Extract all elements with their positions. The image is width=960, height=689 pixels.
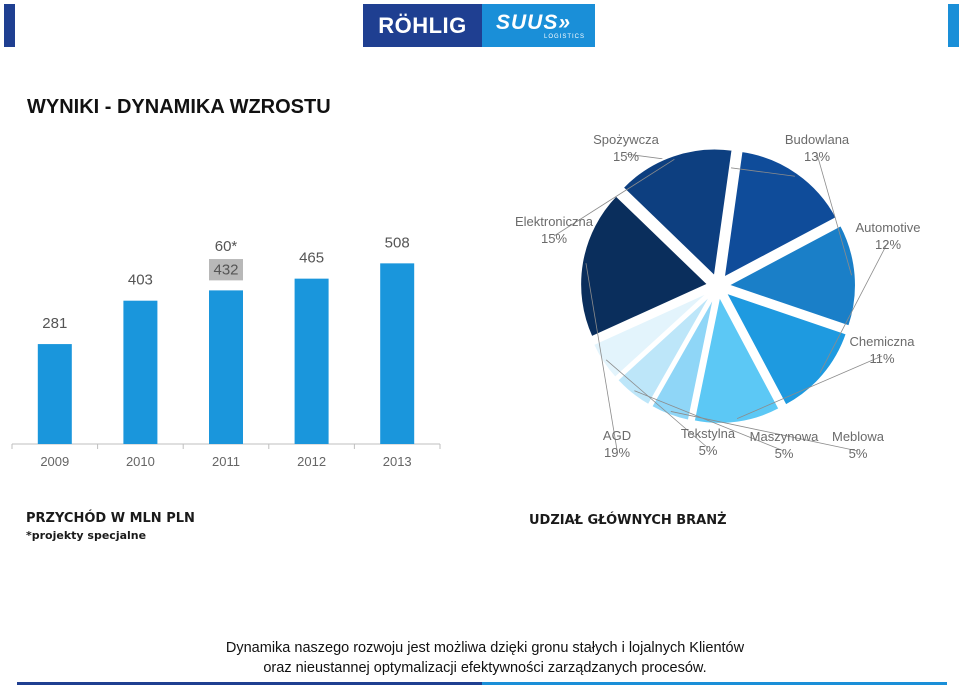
footer-line-1: Dynamika naszego rozwoju jest możliwa dz…: [225, 640, 745, 656]
logo-suus-subtext: LOGISTICS: [544, 34, 586, 40]
bar-chart-title: PRZYCHÓD W MLN PLN: [26, 511, 195, 526]
footer-stripe: [17, 682, 947, 685]
bar-special-2011: [209, 259, 243, 281]
pie-leader-line: [819, 241, 889, 374]
footer-statement: Dynamika naszego rozwoju jest możliwa dz…: [0, 638, 960, 678]
pie-name-label-tekstylna: Tekstylna: [681, 426, 736, 441]
bar-tick-label-2010: 2010: [126, 454, 155, 469]
pie-value-label-automotive: 12%: [875, 237, 901, 252]
pie-value-label-elektroniczna: 15%: [541, 231, 567, 246]
pie-name-label-agd: AGD: [603, 428, 631, 443]
pie-leader-line: [553, 158, 675, 237]
logo-chevron-mark: »: [558, 11, 572, 34]
pie-value-label-maszynowa: 5%: [775, 446, 794, 461]
pie-leader-line: [605, 359, 709, 449]
pie-value-label-meblowa: 5%: [849, 446, 868, 461]
pie-name-label-maszynowa: Maszynowa: [750, 429, 819, 444]
footer-line-2: oraz nieustannej optymalizacji efektywno…: [263, 660, 707, 676]
bar-data-label-2012: 465: [299, 250, 324, 267]
pie-slice-maszynowa: [615, 293, 713, 407]
bar-2012: [294, 278, 329, 444]
revenue-bar-chart: 281 2009 403 2010 60* 432 2011 465 2012 508 2013: [11, 234, 441, 469]
pie-name-label-spożywcza: Spożywcza: [593, 132, 660, 147]
pie-value-label-spożywcza: 15%: [613, 149, 639, 164]
pie-name-label-meblowa: Meblowa: [832, 429, 885, 444]
bar-data-label-2010: 403: [128, 272, 153, 289]
bar-data-label-2011: 432: [213, 261, 238, 278]
pie-slice-elektroniczna: [621, 147, 734, 279]
pie-slice-tekstylna: [591, 290, 711, 380]
pie-slice-budowlana: [725, 223, 857, 328]
logo-suus-word: SUUS»: [496, 11, 571, 35]
bar-tick-label-2012: 2012: [297, 454, 326, 469]
logo-rohlig: RÖHLIG: [363, 4, 482, 47]
pie-leader-line: [634, 390, 785, 452]
bar-2010: [123, 300, 158, 444]
pie-slice-automotive: [723, 290, 849, 407]
logo-suus-name: SUUS: [496, 11, 559, 34]
pie-value-label-chemiczna: 11%: [869, 351, 894, 366]
pie-name-label-elektroniczna: Elektroniczna: [515, 214, 594, 229]
bar-2013: [380, 263, 415, 444]
bar-2011: [209, 290, 243, 444]
industry-share-pie-chart: Spożywcza 15% Budowlana 13% Automotive 12% Che…: [515, 132, 921, 461]
pie-value-label-budowlana: 13%: [804, 149, 830, 164]
bar-data-label-2013: 508: [385, 234, 410, 251]
pie-slice-chemiczna: [692, 292, 781, 425]
pie-name-label-budowlana: Budowlana: [785, 132, 850, 147]
bar-tick-label-2011: 2011: [212, 454, 240, 469]
pie-leader-line: [816, 153, 852, 276]
bar-chart-footnote: *projekty specjalne: [26, 529, 147, 542]
page-title: WYNIKI - DYNAMIKA WZROSTU: [27, 96, 331, 118]
logo-suus: SUUS» LOGISTICS: [482, 4, 595, 47]
edge-accent-left: [4, 4, 15, 47]
company-logo: RÖHLIG SUUS» LOGISTICS: [363, 4, 595, 47]
bar-tick-label-2009: 2009: [40, 454, 69, 469]
pie-leader-line: [736, 355, 883, 419]
pie-name-label-automotive: Automotive: [855, 220, 920, 235]
edge-accent-right: [948, 4, 959, 47]
pie-name-label-chemiczna: Chemiczna: [849, 334, 915, 349]
pie-value-label-agd: 19%: [604, 445, 630, 460]
pie-slice-agd: [579, 193, 710, 339]
pie-leader-line: [585, 263, 618, 451]
pie-chart-title: UDZIAŁ GŁÓWNYCH BRANŻ: [529, 513, 727, 528]
pie-value-label-tekstylna: 5%: [699, 443, 718, 458]
bar-2009: [37, 344, 72, 444]
bar-tick-label-2013: 2013: [383, 454, 412, 469]
bar-data-label-2009: 281: [42, 315, 67, 332]
special-data-label-2011: 60*: [215, 238, 238, 255]
